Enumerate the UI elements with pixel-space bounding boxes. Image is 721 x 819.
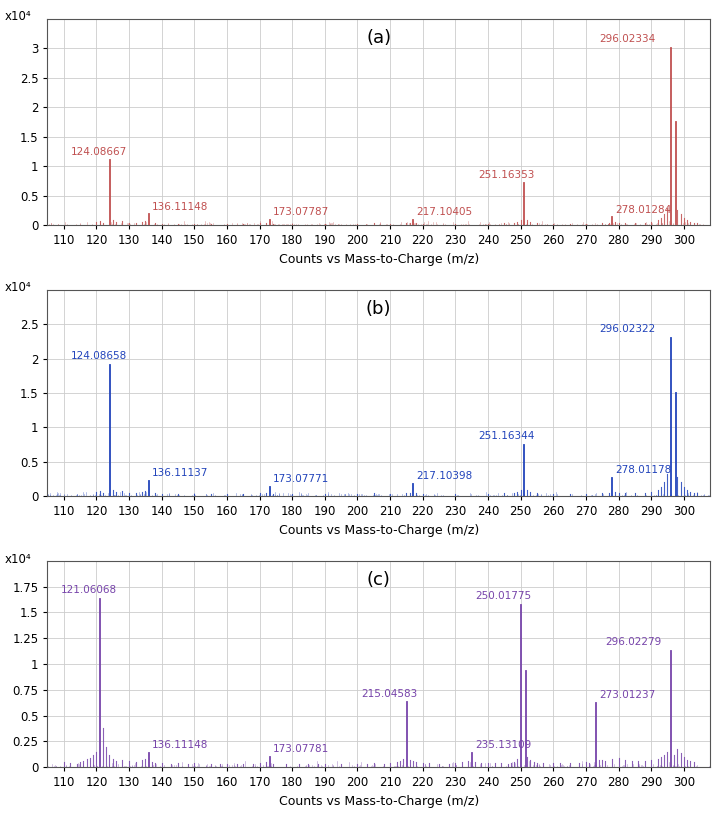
Text: x10⁴: x10⁴: [4, 11, 31, 23]
Text: x10⁴: x10⁴: [4, 553, 31, 566]
Text: x10⁴: x10⁴: [4, 282, 31, 294]
Text: 251.16344: 251.16344: [479, 431, 535, 441]
Text: 124.08658: 124.08658: [71, 351, 127, 361]
Text: 251.16353: 251.16353: [479, 170, 535, 179]
X-axis label: Counts vs Mass-to-Charge (m/z): Counts vs Mass-to-Charge (m/z): [278, 795, 479, 808]
Text: 296.02322: 296.02322: [599, 324, 655, 333]
Text: 136.11148: 136.11148: [152, 202, 208, 212]
Text: 121.06068: 121.06068: [61, 585, 117, 595]
Text: 124.08667: 124.08667: [71, 147, 127, 156]
X-axis label: Counts vs Mass-to-Charge (m/z): Counts vs Mass-to-Charge (m/z): [278, 523, 479, 536]
Text: 296.02279: 296.02279: [606, 636, 662, 646]
Text: 173.07771: 173.07771: [273, 473, 329, 484]
Text: 278.01284: 278.01284: [615, 205, 671, 215]
Text: 278.01178: 278.01178: [615, 465, 671, 475]
Text: (b): (b): [366, 300, 392, 318]
Text: 296.02334: 296.02334: [599, 34, 655, 44]
Text: 136.11148: 136.11148: [152, 740, 208, 749]
Text: 173.07787: 173.07787: [273, 207, 329, 217]
Text: 273.01237: 273.01237: [599, 690, 655, 700]
Text: (a): (a): [366, 29, 392, 47]
Text: (c): (c): [367, 571, 391, 589]
Text: 217.10405: 217.10405: [417, 207, 473, 217]
Text: 173.07781: 173.07781: [273, 744, 329, 753]
X-axis label: Counts vs Mass-to-Charge (m/z): Counts vs Mass-to-Charge (m/z): [278, 252, 479, 265]
Text: 136.11137: 136.11137: [152, 468, 208, 478]
Text: 235.13109: 235.13109: [475, 740, 531, 749]
Text: 215.04583: 215.04583: [361, 689, 417, 699]
Text: 250.01775: 250.01775: [475, 591, 531, 601]
Text: 217.10398: 217.10398: [417, 471, 473, 481]
